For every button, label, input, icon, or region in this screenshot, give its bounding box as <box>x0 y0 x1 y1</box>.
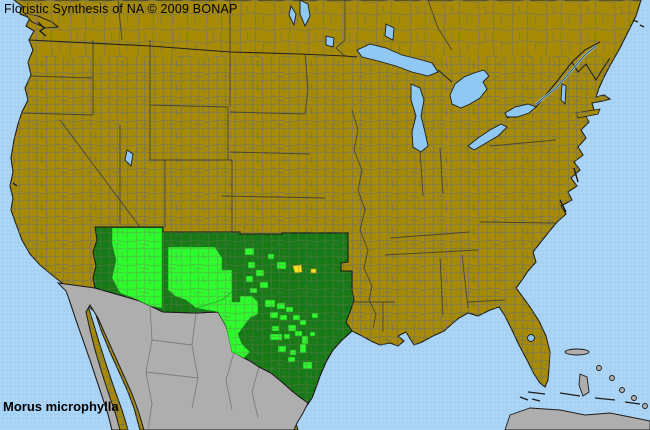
lake-huron <box>449 69 490 109</box>
st-lawrence-outline <box>535 45 597 105</box>
great-lakes <box>124 0 567 342</box>
caribbean-islands <box>504 348 650 430</box>
lake-superior <box>356 43 439 77</box>
lake-okeechobee <box>527 334 535 342</box>
map-title: Floristic Synthesis of NA © 2009 BONAP <box>4 2 238 16</box>
state-borders <box>21 0 557 332</box>
mexico-state-borders <box>145 305 260 430</box>
grand-bahama <box>564 348 590 356</box>
us-canada-border <box>28 39 611 119</box>
lake-ontario <box>504 103 537 118</box>
lake-erie <box>467 123 508 151</box>
lake-manitoba <box>288 4 297 27</box>
cuban-cays <box>527 391 641 405</box>
andros-island <box>578 373 590 397</box>
lake-nipigon <box>384 23 395 41</box>
great-salt-lake <box>124 149 134 167</box>
lake-winnipeg <box>299 0 311 28</box>
coastal-details <box>12 19 645 402</box>
species-name-label: Morus microphylla <box>3 399 119 414</box>
lake-michigan <box>410 83 429 153</box>
lake-champlain <box>560 83 567 106</box>
cuba <box>504 407 650 430</box>
lake-of-the-woods <box>325 35 335 48</box>
